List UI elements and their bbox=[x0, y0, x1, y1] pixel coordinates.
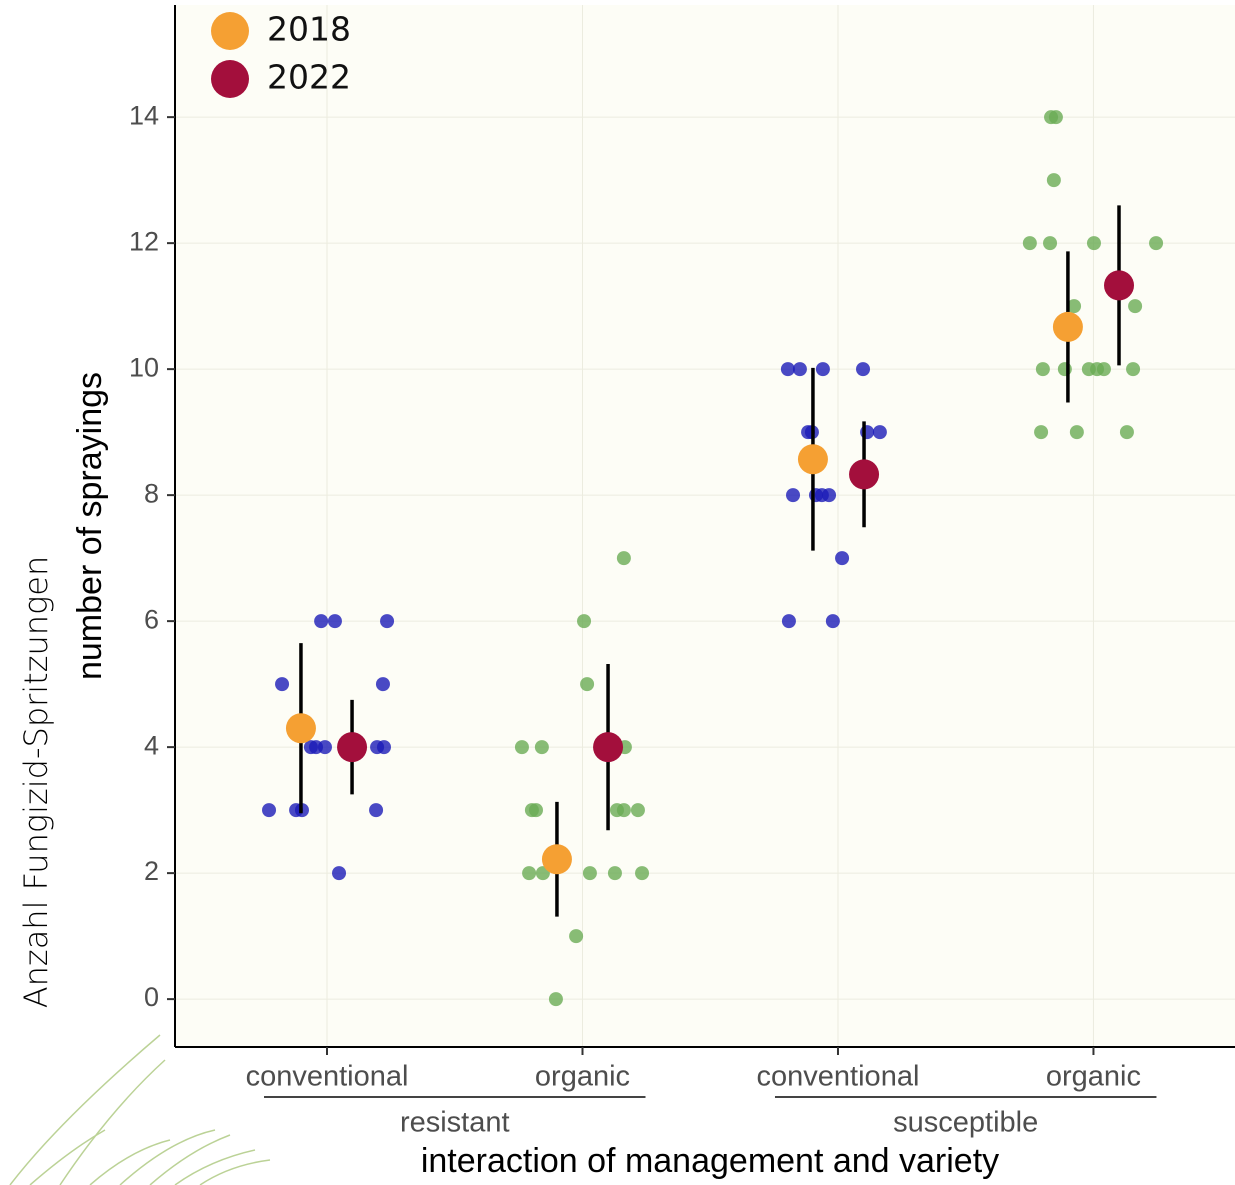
observation-point bbox=[1126, 362, 1141, 377]
observation-point bbox=[380, 614, 395, 629]
observation-point bbox=[781, 614, 796, 629]
observation-point bbox=[1035, 362, 1050, 377]
observation-point bbox=[835, 551, 850, 566]
observation-point bbox=[1086, 236, 1101, 251]
observation-point bbox=[327, 614, 342, 629]
y-tick-label: 14 bbox=[129, 100, 159, 130]
legend-marker bbox=[211, 60, 249, 98]
y-tick-label: 6 bbox=[144, 604, 159, 634]
observation-point bbox=[275, 677, 290, 692]
legend-marker bbox=[211, 12, 249, 50]
legend-label: 2018 bbox=[267, 10, 351, 49]
x-tick-label: conventional bbox=[246, 1061, 409, 1093]
y-tick-label: 2 bbox=[144, 856, 159, 886]
x-group-label: resistant bbox=[400, 1107, 510, 1139]
plot-background bbox=[175, 5, 1235, 1047]
observation-point bbox=[786, 488, 801, 503]
mean-point bbox=[337, 732, 368, 763]
observation-point bbox=[577, 614, 592, 629]
observation-point bbox=[262, 803, 277, 818]
x-group-label: susceptible bbox=[893, 1107, 1038, 1139]
observation-point bbox=[1043, 236, 1058, 251]
observation-point bbox=[314, 614, 329, 629]
observation-point bbox=[630, 803, 645, 818]
observation-point bbox=[514, 740, 529, 755]
observation-point bbox=[815, 362, 830, 377]
mean-point bbox=[593, 732, 624, 763]
observation-point bbox=[528, 803, 543, 818]
observation-point bbox=[1067, 299, 1082, 314]
observation-point bbox=[317, 740, 332, 755]
legend-label: 2022 bbox=[267, 58, 351, 97]
y-tick-label: 0 bbox=[144, 982, 159, 1012]
y-axis-title-secondary: Anzahl Fungizid-Spritzungen bbox=[17, 556, 55, 1009]
observation-point bbox=[607, 866, 622, 881]
observation-point bbox=[376, 740, 391, 755]
observation-point bbox=[616, 803, 631, 818]
observation-point bbox=[1048, 110, 1063, 125]
observation-point bbox=[332, 866, 347, 881]
observation-point bbox=[1128, 299, 1143, 314]
observation-point bbox=[1057, 362, 1072, 377]
observation-point bbox=[580, 677, 595, 692]
observation-point bbox=[534, 740, 549, 755]
mean-point bbox=[541, 844, 572, 875]
y-tick-label: 10 bbox=[129, 352, 159, 382]
observation-point bbox=[872, 425, 887, 440]
mean-point bbox=[285, 713, 316, 744]
observation-point bbox=[792, 362, 807, 377]
x-axis-title: interaction of management and variety bbox=[421, 1142, 999, 1180]
x-tick-label: organic bbox=[1046, 1061, 1141, 1093]
y-tick-label: 12 bbox=[129, 226, 159, 256]
observation-point bbox=[780, 362, 795, 377]
mean-point bbox=[1104, 270, 1135, 301]
observation-point bbox=[1069, 425, 1084, 440]
y-axis-title: number of sprayings bbox=[71, 372, 109, 680]
observation-point bbox=[1149, 236, 1164, 251]
observation-point bbox=[375, 677, 390, 692]
y-tick-label: 8 bbox=[144, 478, 159, 508]
mean-point bbox=[797, 444, 828, 475]
observation-point bbox=[635, 866, 650, 881]
observation-point bbox=[522, 866, 537, 881]
observation-point bbox=[856, 362, 871, 377]
observation-point bbox=[1046, 173, 1061, 188]
y-tick-label: 4 bbox=[144, 730, 159, 760]
observation-point bbox=[582, 866, 597, 881]
observation-point bbox=[1022, 236, 1037, 251]
observation-point bbox=[569, 929, 584, 944]
observation-point bbox=[369, 803, 384, 818]
observation-point bbox=[548, 992, 563, 1007]
observation-point bbox=[616, 551, 631, 566]
mean-point bbox=[849, 459, 880, 490]
observation-point bbox=[1034, 425, 1049, 440]
x-tick-label: conventional bbox=[757, 1061, 920, 1093]
x-tick-label: organic bbox=[535, 1061, 630, 1093]
observation-point bbox=[1096, 362, 1111, 377]
observation-point bbox=[860, 425, 875, 440]
observation-point bbox=[825, 614, 840, 629]
observation-point bbox=[1119, 425, 1134, 440]
mean-point bbox=[1052, 311, 1083, 342]
grass-decoration bbox=[9, 1034, 271, 1185]
observation-point bbox=[822, 488, 837, 503]
